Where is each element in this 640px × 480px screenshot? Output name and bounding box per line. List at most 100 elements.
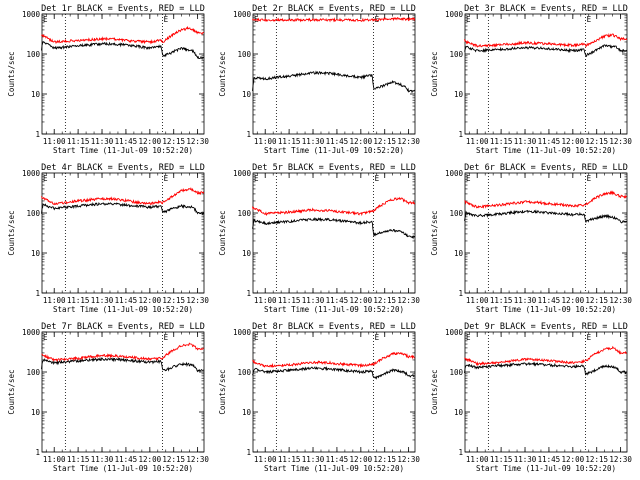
x-tick-label: 11:45 — [326, 137, 349, 146]
x-tick-label: 11:00 — [254, 137, 277, 146]
event-marker-label: E — [164, 333, 169, 342]
x-tick-label: 12:00 — [562, 296, 585, 305]
chart-panel-det-3r: Det 3r BLACK = Events, RED = LLD 1 10 100 10… — [430, 4, 632, 155]
x-tick-label: 11:15 — [278, 455, 301, 464]
plot-frame — [41, 172, 205, 294]
chart-title: Det 5r BLACK = Events, RED = LLD — [252, 163, 416, 173]
series-line-events — [41, 201, 205, 216]
series-line-lld — [252, 16, 416, 23]
chart-title: Det 7r BLACK = Events, RED = LLD — [41, 322, 205, 332]
event-marker-label: E — [466, 333, 471, 342]
x-tick-label: 12:15 — [373, 137, 396, 146]
y-tick-label: 1000 — [233, 10, 252, 19]
y-tick-label: 10 — [31, 249, 41, 258]
chart-title: Det 3r BLACK = Events, RED = LLD — [464, 4, 628, 14]
y-axis-label: Counts/sec — [430, 51, 439, 96]
x-tick-label: 11:30 — [91, 455, 114, 464]
x-tick-label: 11:30 — [514, 296, 537, 305]
x-tick-label: 11:45 — [115, 455, 138, 464]
y-tick-label: 10 — [454, 90, 464, 99]
y-tick-label: 10 — [242, 408, 252, 417]
x-axis-label: Start Time (11-Jul-09 10:52:20) — [476, 305, 616, 314]
x-tick-label: 12:00 — [139, 137, 162, 146]
event-marker-label: E — [43, 174, 48, 183]
x-tick-label: 11:00 — [43, 296, 66, 305]
y-tick-label: 1000 — [22, 328, 41, 337]
y-tick-label: 10 — [31, 408, 41, 417]
x-tick-label: 11:15 — [490, 137, 513, 146]
x-tick-label: 12:30 — [397, 137, 420, 146]
x-tick-label: 11:00 — [254, 296, 277, 305]
plot-frame — [41, 13, 205, 135]
x-tick-label: 12:00 — [350, 455, 373, 464]
x-tick-label: 11:45 — [538, 137, 561, 146]
x-tick-label: 12:15 — [162, 296, 185, 305]
plot-frame — [252, 172, 416, 294]
y-axis-label: Counts/sec — [430, 369, 439, 414]
event-marker-label: E — [587, 174, 592, 183]
series-line-lld — [464, 32, 628, 48]
plot-frame — [464, 331, 628, 453]
series-line-events — [41, 41, 205, 60]
y-tick-label: 100 — [26, 50, 40, 59]
series-line-events — [464, 44, 628, 58]
x-tick-label: 12:00 — [562, 455, 585, 464]
y-axis-label: Counts/sec — [218, 210, 227, 255]
chart-panel-det-9r: Det 9r BLACK = Events, RED = LLD 1 10 100 10… — [430, 322, 632, 473]
x-axis-label: Start Time (11-Jul-09 10:52:20) — [53, 464, 193, 473]
event-marker-label: E — [375, 333, 380, 342]
x-tick-label: 11:45 — [115, 296, 138, 305]
x-tick-label: 11:15 — [490, 455, 513, 464]
y-tick-label: 100 — [26, 368, 40, 377]
x-axis-label: Start Time (11-Jul-09 10:52:20) — [264, 305, 404, 314]
y-tick-label: 100 — [237, 368, 251, 377]
x-tick-label: 11:00 — [254, 455, 277, 464]
series-line-events — [252, 70, 416, 94]
y-tick-label: 100 — [449, 209, 463, 218]
plot-frame — [252, 331, 416, 453]
x-axis-label: Start Time (11-Jul-09 10:52:20) — [476, 464, 616, 473]
x-tick-label: 12:30 — [186, 137, 209, 146]
y-tick-label: 100 — [26, 209, 40, 218]
series-line-events — [252, 217, 416, 240]
x-tick-label: 12:15 — [373, 455, 396, 464]
y-tick-label: 1 — [246, 130, 251, 139]
chart-title: Det 2r BLACK = Events, RED = LLD — [252, 4, 416, 14]
event-marker-label: E — [43, 15, 48, 24]
x-tick-label: 12:15 — [585, 455, 608, 464]
y-tick-label: 10 — [454, 249, 464, 258]
x-tick-label: 12:15 — [162, 137, 185, 146]
chart-title: Det 8r BLACK = Events, RED = LLD — [252, 322, 416, 332]
y-tick-label: 1 — [458, 289, 463, 298]
x-tick-label: 11:00 — [466, 137, 489, 146]
series-line-lld — [252, 351, 415, 369]
x-tick-label: 12:00 — [562, 137, 585, 146]
x-tick-label: 11:45 — [538, 455, 561, 464]
event-marker-label: E — [587, 333, 592, 342]
y-tick-label: 1 — [458, 130, 463, 139]
x-tick-label: 12:15 — [373, 296, 396, 305]
x-axis-label: Start Time (11-Jul-09 10:52:20) — [53, 146, 193, 155]
x-tick-label: 12:30 — [186, 296, 209, 305]
chart-title: Det 6r BLACK = Events, RED = LLD — [464, 163, 628, 173]
x-tick-label: 12:15 — [162, 455, 185, 464]
x-axis-label: Start Time (11-Jul-09 10:52:20) — [264, 146, 404, 155]
plot-frame — [464, 172, 628, 294]
x-tick-label: 11:30 — [302, 137, 325, 146]
x-tick-label: 11:30 — [302, 455, 325, 464]
x-tick-label: 11:15 — [278, 296, 301, 305]
chart-panel-det-7r: Det 7r BLACK = Events, RED = LLD 1 10 100 10… — [7, 322, 209, 473]
x-tick-label: 12:00 — [350, 137, 373, 146]
y-tick-label: 1000 — [445, 169, 464, 178]
event-marker-label: E — [164, 15, 169, 24]
event-marker-label: E — [43, 333, 48, 342]
y-tick-label: 1000 — [233, 169, 252, 178]
x-tick-label: 11:30 — [91, 296, 114, 305]
event-marker-label: E — [375, 174, 380, 183]
x-tick-label: 11:45 — [326, 455, 349, 464]
event-marker-label: E — [587, 15, 592, 24]
event-marker-label: E — [254, 174, 259, 183]
y-axis-label: Counts/sec — [218, 51, 227, 96]
y-tick-label: 10 — [31, 90, 41, 99]
x-tick-label: 11:30 — [514, 455, 537, 464]
